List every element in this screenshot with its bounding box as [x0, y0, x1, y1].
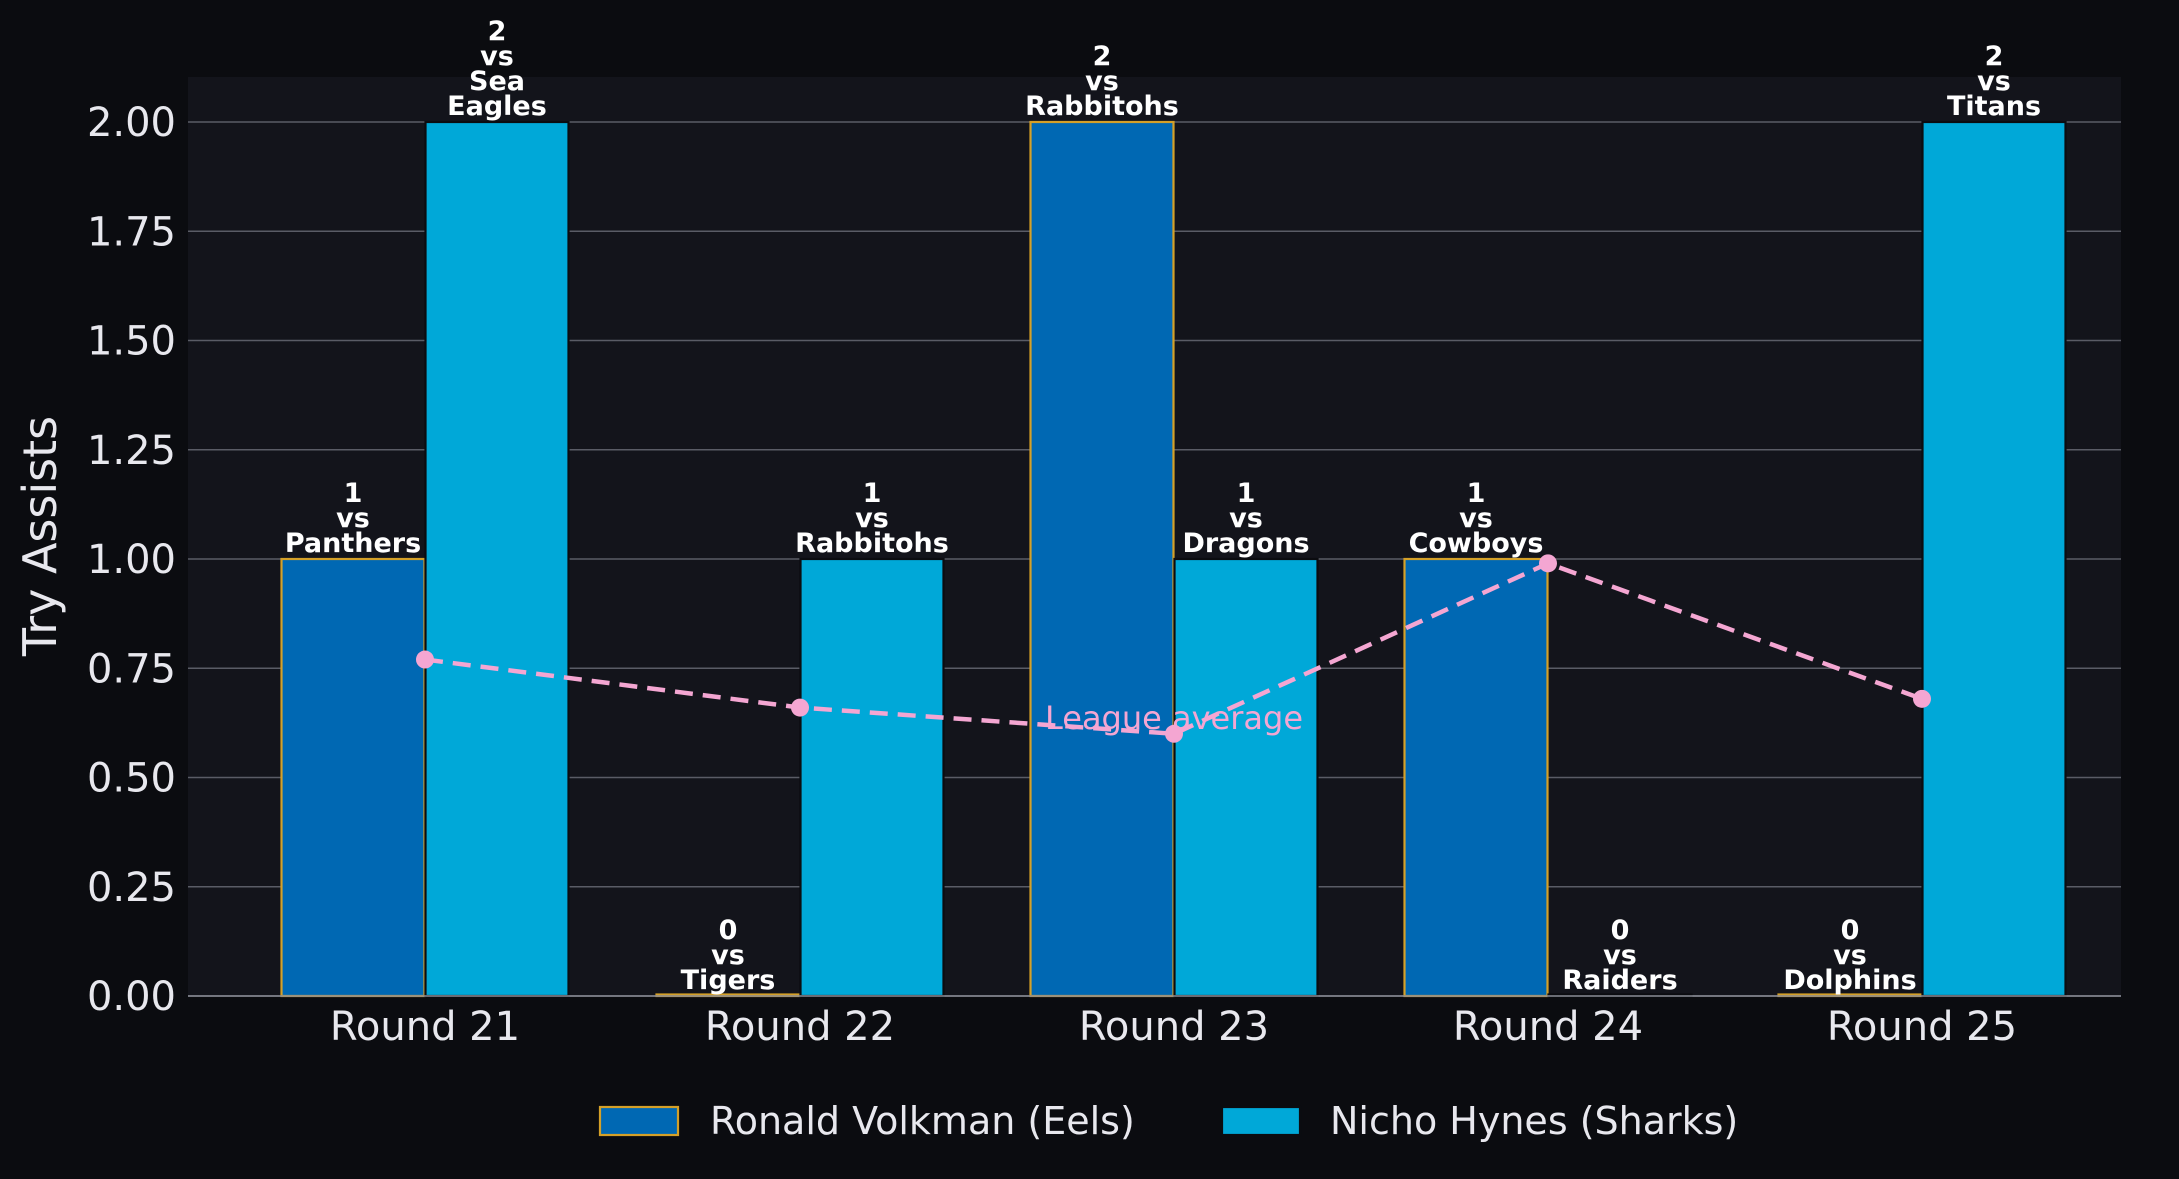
legend-label: Ronald Volkman (Eels) — [710, 1099, 1135, 1143]
league-average-point — [1165, 724, 1183, 743]
bar-value-label: 0 — [1841, 915, 1860, 946]
bar-value-label: vs — [1833, 940, 1867, 971]
y-tick-label: 0.25 — [87, 865, 176, 911]
bar-value-label: vs — [1459, 503, 1493, 534]
x-tick-label: Round 21 — [330, 1004, 520, 1050]
bar-value-label: 2 — [1985, 41, 2004, 72]
bars — [280, 120, 2067, 998]
bar-hynes — [424, 120, 570, 998]
y-tick-label: 2.00 — [87, 100, 176, 146]
bar-value-label: 1 — [1467, 478, 1486, 509]
bar-value-label: Dragons — [1182, 528, 1309, 559]
x-tick-label: Round 23 — [1079, 1004, 1269, 1050]
league-average-point — [791, 698, 809, 717]
x-tick-label: Round 22 — [705, 1004, 895, 1050]
y-tick-label: 1.50 — [87, 319, 176, 365]
bar-value-label: 1 — [344, 478, 363, 509]
y-axis-title: Try Assists — [13, 416, 67, 657]
bar-volkman — [280, 557, 426, 998]
bar-value-label: 2 — [1093, 41, 1112, 72]
league-average-label: League average — [1045, 699, 1303, 737]
y-tick-label: 0.00 — [87, 974, 176, 1020]
bar-value-label: 0 — [1611, 915, 1630, 946]
legend: Ronald Volkman (Eels) Nicho Hynes (Sharks… — [598, 1099, 1738, 1143]
league-average-point — [1913, 689, 1931, 708]
bar-value-label: 2 — [488, 16, 507, 47]
bar-hynes — [1921, 120, 2067, 998]
y-tick-label: 1.00 — [87, 537, 176, 583]
legend-label: Nicho Hynes (Sharks) — [1330, 1099, 1738, 1143]
league-average-point — [1539, 554, 1557, 573]
bar-value-label: Cowboys — [1409, 528, 1544, 559]
bar-hynes — [799, 557, 945, 998]
bar-labels: 1vsPanthers0vsTigers2vsRabbitohs1vsCowbo… — [285, 16, 2041, 996]
bar-value-label: Tigers — [681, 965, 776, 996]
y-tick-label: 0.50 — [87, 756, 176, 802]
league-average-path — [424, 560, 1923, 737]
bar-value-label: 1 — [1237, 478, 1256, 509]
bar-value-label: vs — [855, 503, 889, 534]
bar-value-label: Rabbitohs — [795, 528, 949, 559]
bar-value-label: vs — [711, 940, 745, 971]
bar-value-label: Raiders — [1562, 965, 1677, 996]
bar-value-label: Rabbitohs — [1025, 91, 1179, 122]
y-tick-label: 1.25 — [87, 428, 176, 474]
bar-value-label: vs — [336, 503, 370, 534]
bar-value-label: vs — [1603, 940, 1637, 971]
bar-value-label: Titans — [1947, 91, 2041, 122]
bar-value-label: 0 — [719, 915, 738, 946]
bar-value-label: vs — [1229, 503, 1263, 534]
y-tick-label: 1.75 — [87, 209, 176, 255]
legend-swatch — [598, 1105, 680, 1137]
x-tick-label: Round 25 — [1827, 1004, 2017, 1050]
bar-value-label: Panthers — [285, 528, 421, 559]
bar-hynes — [1173, 557, 1319, 998]
bar-value-label: Eagles — [447, 91, 547, 122]
bar-volkman — [1029, 120, 1175, 998]
bar-volkman — [1403, 557, 1549, 998]
bar-value-label: 1 — [863, 478, 882, 509]
league-average-line: League average — [416, 554, 1931, 743]
bar-value-label: vs — [1977, 66, 2011, 97]
legend-swatch — [1220, 1105, 1302, 1137]
x-tick-label: Round 24 — [1453, 1004, 1643, 1050]
bar-value-label: Sea — [469, 66, 525, 97]
axes: 0.00 0.25 0.50 0.75 1.00 1.25 1.50 1.75 2.00 Roun… — [87, 100, 2121, 1050]
bar-value-label: vs — [1085, 66, 1119, 97]
y-tick-label: 0.75 — [87, 646, 176, 692]
bar-value-label: vs — [480, 41, 514, 72]
bar-value-label: Dolphins — [1783, 965, 1916, 996]
league-average-point — [416, 650, 434, 669]
